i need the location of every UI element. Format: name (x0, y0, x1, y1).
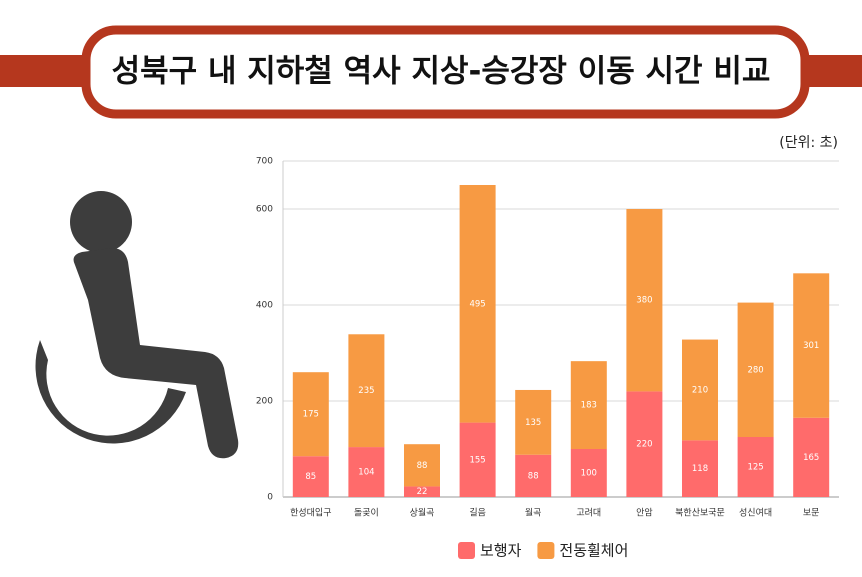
x-tick-label: 북한산보국문 (675, 508, 725, 519)
bar-segment (515, 389, 552, 455)
value-label: 135 (525, 418, 541, 428)
value-label: 88 (417, 461, 428, 471)
value-label: 22 (417, 487, 428, 497)
bar-segment (515, 454, 552, 497)
value-label: 104 (358, 468, 374, 478)
value-label: 280 (747, 365, 763, 375)
y-tick-label: 200 (256, 397, 273, 407)
bar-segment (459, 422, 496, 497)
legend-swatch (537, 542, 555, 559)
legend-label: 보행자 (480, 542, 522, 560)
chart-title: 성북구 내 지하철 역사 지상-승강장 이동 시간 비교 (112, 54, 771, 90)
bar-segment (404, 444, 440, 487)
bar-segment (682, 339, 718, 441)
y-tick-label: 700 (256, 157, 273, 167)
bar-segment (793, 273, 830, 418)
unit-label: (단위: 초) (779, 135, 838, 151)
bar-segment (737, 302, 774, 437)
x-tick-label: 고려대 (576, 508, 601, 519)
value-label: 183 (581, 401, 597, 411)
value-label: 495 (469, 299, 485, 309)
legend-swatch (458, 542, 475, 559)
value-label: 125 (747, 463, 763, 473)
x-tick-label: 성신여대 (739, 507, 772, 519)
x-tick-label: 안암 (636, 507, 653, 519)
wheelchair-icon (35, 191, 239, 459)
value-label: 118 (692, 464, 708, 474)
y-tick-label: 0 (267, 493, 273, 503)
bar-segment (626, 209, 663, 392)
bar-segment (404, 486, 440, 497)
bar-segment (459, 185, 496, 423)
legend-label: 전동휠체어 (559, 542, 628, 560)
bar-segment (793, 417, 830, 497)
bar-segment (570, 449, 607, 497)
value-label: 210 (692, 385, 708, 395)
x-tick-label: 길음 (469, 508, 486, 519)
value-label: 220 (636, 440, 652, 450)
title-box (81, 25, 810, 119)
bar-segment (626, 391, 663, 497)
bar-segment (682, 440, 718, 497)
x-tick-label: 한성대입구 (290, 507, 331, 519)
bar-segment (570, 361, 607, 449)
bar-segment (292, 456, 329, 497)
value-label: 100 (581, 469, 597, 479)
value-label: 155 (469, 455, 485, 465)
value-label: 88 (528, 471, 539, 481)
bar-segment (292, 372, 329, 457)
x-tick-label: 월곡 (525, 507, 542, 519)
bar-segment (348, 334, 385, 448)
bar-segment (737, 437, 774, 497)
value-label: 380 (636, 296, 652, 306)
x-tick-label: 돌곶이 (354, 508, 379, 519)
y-tick-label: 600 (256, 205, 273, 215)
bar-segment (348, 447, 385, 497)
value-label: 301 (803, 341, 819, 351)
value-label: 165 (803, 453, 819, 463)
x-tick-label: 상월곡 (410, 507, 435, 519)
x-tick-label: 보문 (803, 508, 820, 519)
value-label: 175 (303, 410, 319, 420)
value-label: 85 (305, 472, 316, 482)
y-tick-label: 400 (256, 301, 273, 311)
value-label: 235 (358, 386, 374, 396)
